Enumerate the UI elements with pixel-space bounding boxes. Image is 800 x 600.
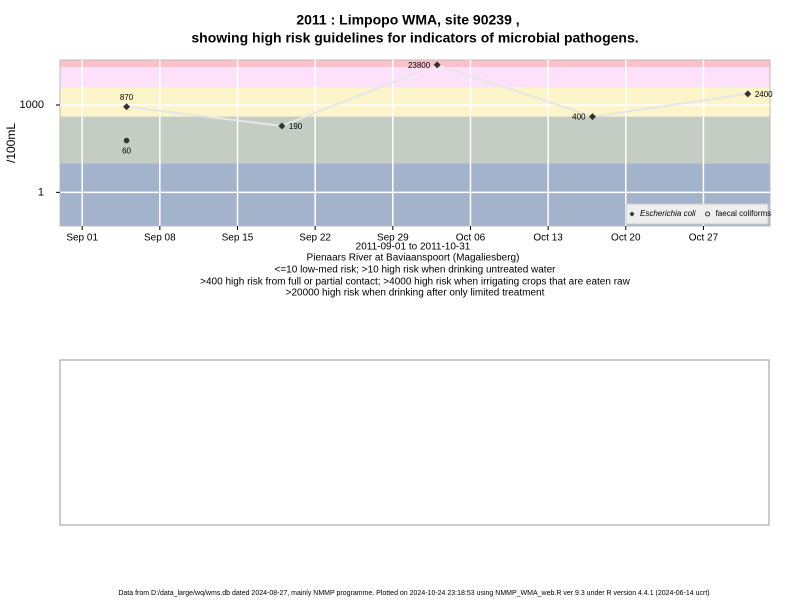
chart-subtitle: showing high risk guidelines for indicat…	[191, 30, 638, 46]
x-tick-label: Sep 08	[144, 233, 176, 244]
plot-frame	[59, 59, 771, 227]
footer: Data from D:/data_large/wq/wms.db dated …	[118, 590, 709, 597]
y-tick-label: 1000	[20, 99, 44, 111]
x-tick-label: Sep 15	[222, 233, 254, 244]
data-point	[123, 103, 131, 111]
x-tick-label: Oct 20	[611, 233, 641, 244]
legend-box	[625, 203, 769, 225]
data-label: 2400	[755, 90, 773, 99]
x-tick-label: Oct 06	[456, 233, 486, 244]
annotation: >400 high risk from full or partial cont…	[200, 277, 630, 288]
data-point	[589, 113, 596, 121]
data-label: 190	[289, 122, 303, 131]
data-label: 870	[120, 93, 134, 102]
legend-marker	[705, 211, 711, 217]
x-tick-label: Oct 27	[689, 233, 719, 244]
data-label: 400	[572, 113, 586, 122]
data-label: 60	[122, 147, 131, 156]
x-tick-label: Sep 01	[66, 233, 98, 244]
chart-title: 2011 : Limpopo WMA, site 90239 ,	[296, 12, 519, 28]
data-point	[744, 90, 752, 98]
legend-label: Escherichia coli	[640, 209, 696, 218]
annotation: >20000 high risk when drinking after onl…	[286, 288, 545, 299]
legend-marker	[629, 211, 635, 217]
annotation: <=10 low-med risk; >10 high risk when dr…	[275, 265, 557, 276]
data-point	[278, 122, 286, 130]
y-axis-label: /100mL	[4, 123, 18, 163]
risk-band	[60, 67, 770, 88]
data-label: 23800	[408, 61, 431, 70]
empty-panel	[59, 359, 770, 526]
risk-band	[60, 87, 770, 117]
x-axis-label: 2011-09-01 to 2011-10-31	[356, 242, 471, 253]
risk-band	[60, 116, 770, 164]
data-point	[433, 61, 441, 69]
risk-band	[60, 60, 770, 68]
y-tick-label: 1	[38, 186, 44, 198]
legend-label: faecal coliforms	[716, 209, 772, 218]
x-tick-label: Sep 22	[299, 233, 331, 244]
data-point	[123, 137, 130, 144]
x-tick-label: Sep 29	[377, 233, 409, 244]
site-name: Pienaars River at Baviaanspoort (Magalie…	[307, 253, 520, 264]
x-tick-label: Oct 13	[533, 233, 563, 244]
